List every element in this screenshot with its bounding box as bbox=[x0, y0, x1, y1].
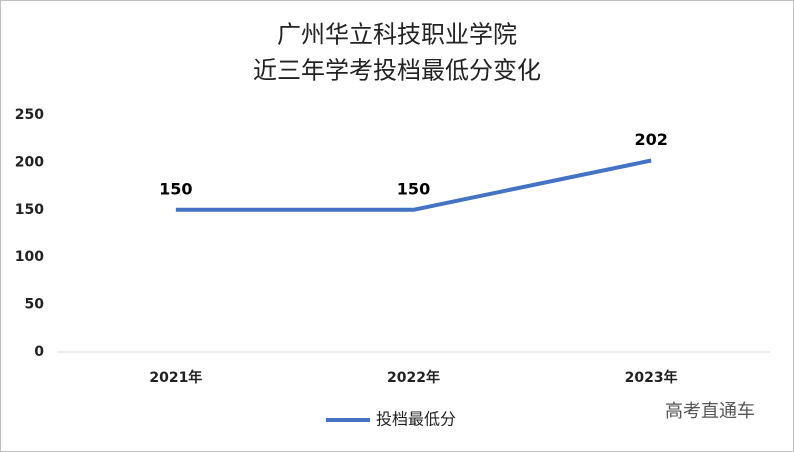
y-tick-label: 150 bbox=[15, 202, 44, 218]
x-tick-label: 2022年 bbox=[387, 369, 440, 386]
y-tick-label: 0 bbox=[34, 344, 44, 360]
y-tick-label: 100 bbox=[15, 249, 44, 265]
legend-label: 投档最低分 bbox=[376, 410, 456, 429]
x-tick-label: 2023年 bbox=[625, 369, 678, 386]
chart-title: 广州华立科技职业学院 bbox=[277, 21, 517, 49]
y-tick-label: 200 bbox=[15, 154, 44, 170]
data-label: 150 bbox=[159, 179, 192, 198]
chart-title: 近三年学考投档最低分变化 bbox=[253, 57, 541, 85]
data-label: 202 bbox=[634, 130, 667, 149]
watermark: 高考直通车 bbox=[665, 401, 755, 422]
y-tick-label: 50 bbox=[25, 297, 45, 313]
line-series bbox=[175, 158, 652, 212]
y-tick-label: 250 bbox=[15, 107, 44, 123]
x-tick-label: 2021年 bbox=[149, 369, 202, 386]
data-label: 150 bbox=[397, 179, 430, 198]
